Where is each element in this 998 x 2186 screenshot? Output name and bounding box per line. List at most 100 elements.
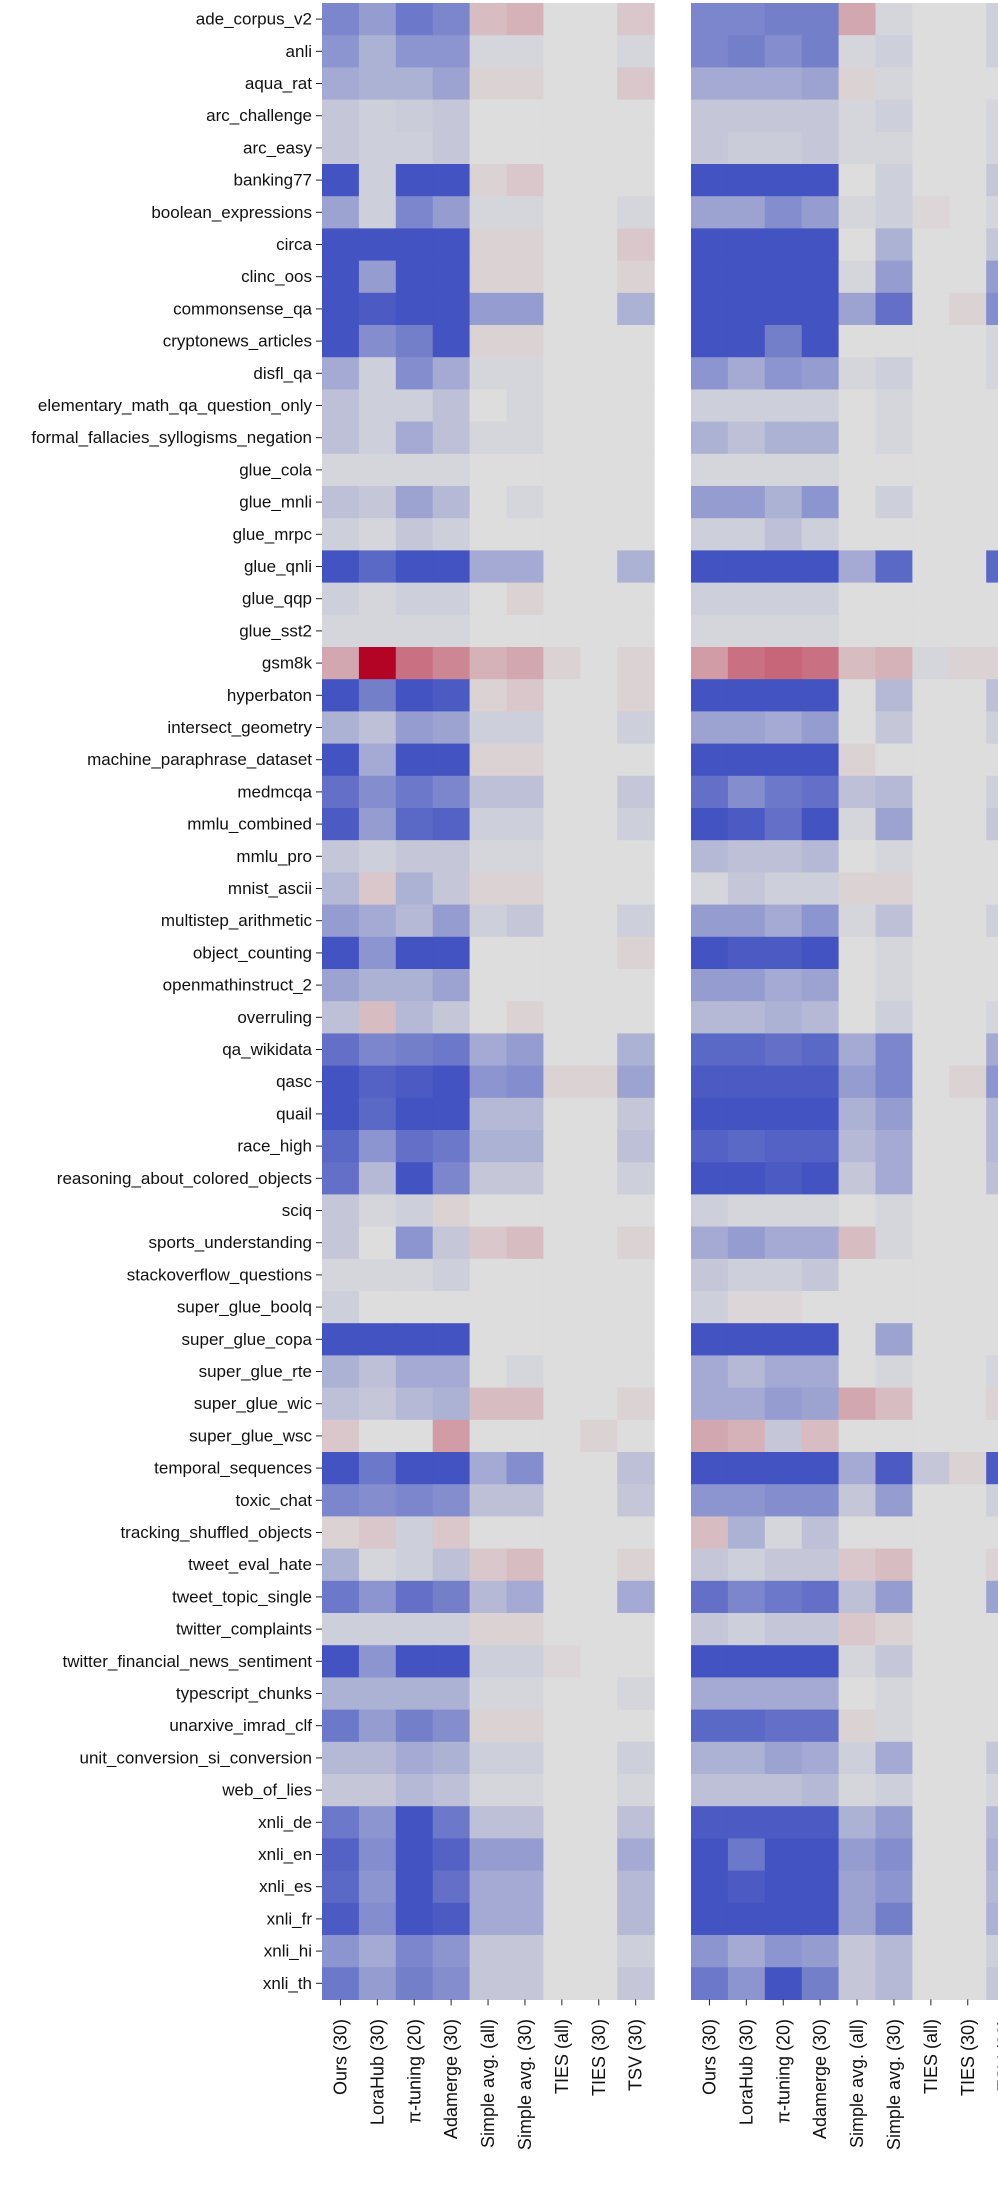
heatmap-cell bbox=[727, 357, 766, 390]
heatmap-cell bbox=[764, 228, 803, 262]
heatmap-cell bbox=[949, 1452, 987, 1485]
row-label: arc_challenge bbox=[206, 106, 312, 125]
heatmap-cell bbox=[432, 1323, 471, 1356]
heatmap-cell bbox=[875, 518, 913, 551]
heatmap-cell bbox=[506, 486, 544, 519]
heatmap-cell bbox=[543, 1935, 581, 1968]
heatmap-cell bbox=[949, 421, 987, 455]
heatmap-cell bbox=[322, 647, 360, 680]
heatmap-cell bbox=[875, 1774, 913, 1807]
heatmap-cell bbox=[764, 1484, 803, 1517]
row-label: xnli_es bbox=[259, 1877, 312, 1896]
heatmap-cell bbox=[986, 486, 998, 519]
heatmap-cell bbox=[691, 453, 729, 487]
heatmap-cell bbox=[395, 808, 434, 841]
heatmap-cell bbox=[801, 1967, 840, 2000]
heatmap-cell bbox=[949, 1677, 987, 1711]
heatmap-cell bbox=[691, 357, 729, 390]
heatmap-cell bbox=[875, 775, 913, 809]
heatmap-cell bbox=[506, 260, 544, 294]
heatmap-cell bbox=[727, 99, 766, 133]
heatmap-cell bbox=[764, 775, 803, 809]
heatmap-cell bbox=[691, 582, 729, 616]
heatmap-cell bbox=[875, 357, 913, 390]
heatmap-cell bbox=[617, 1677, 655, 1711]
heatmap-cell bbox=[506, 1291, 544, 1324]
heatmap-cell bbox=[506, 1226, 544, 1260]
row-label: machine_paraphrase_dataset bbox=[87, 750, 312, 769]
heatmap-cell bbox=[469, 1033, 508, 1067]
heatmap-cell bbox=[764, 260, 803, 294]
row-label: race_high bbox=[237, 1137, 312, 1156]
heatmap-cell bbox=[395, 647, 434, 680]
heatmap-cell bbox=[764, 1001, 803, 1034]
heatmap-cell bbox=[580, 99, 618, 133]
heatmap-cell bbox=[986, 325, 998, 358]
heatmap-cell bbox=[764, 1194, 803, 1228]
heatmap-cell bbox=[543, 1548, 581, 1582]
heatmap-cell bbox=[838, 164, 877, 197]
heatmap-cell bbox=[949, 1033, 987, 1067]
heatmap-cell bbox=[358, 711, 397, 745]
heatmap-cell bbox=[506, 1097, 544, 1131]
row-label: medmcqa bbox=[237, 782, 312, 801]
heatmap-cell bbox=[432, 1065, 471, 1099]
heatmap-cell bbox=[764, 1033, 803, 1067]
heatmap-cell bbox=[543, 1387, 581, 1421]
heatmap-cell bbox=[432, 1162, 471, 1195]
heatmap-cell bbox=[691, 292, 729, 326]
heatmap-cell bbox=[506, 679, 544, 712]
heatmap-cell bbox=[469, 453, 508, 487]
heatmap-cell bbox=[912, 1001, 950, 1034]
heatmap-cell bbox=[875, 1580, 913, 1614]
heatmap-cell bbox=[580, 1387, 618, 1421]
heatmap-cell bbox=[358, 1258, 397, 1292]
heatmap-cell bbox=[358, 808, 397, 841]
heatmap-cell bbox=[506, 292, 544, 326]
row-label: overruling bbox=[237, 1008, 312, 1027]
heatmap-cell bbox=[580, 1677, 618, 1711]
row-label: twitter_financial_news_sentiment bbox=[63, 1652, 313, 1671]
heatmap-cell bbox=[322, 1902, 360, 1936]
heatmap-cell bbox=[432, 1806, 471, 1839]
heatmap-cell bbox=[838, 35, 877, 68]
heatmap-cell bbox=[838, 131, 877, 165]
heatmap-cell bbox=[322, 1387, 360, 1421]
heatmap-cell bbox=[875, 1838, 913, 1872]
heatmap-cell bbox=[727, 1870, 766, 1904]
heatmap-cell bbox=[617, 131, 655, 165]
heatmap-cell bbox=[801, 1097, 840, 1131]
column-label: Ours (30) bbox=[699, 2019, 719, 2095]
heatmap-cell bbox=[875, 647, 913, 680]
heatmap-cell bbox=[875, 711, 913, 745]
heatmap-cell bbox=[469, 969, 508, 1002]
heatmap-cell bbox=[395, 1709, 434, 1743]
heatmap-cell bbox=[801, 1291, 840, 1324]
heatmap-cell bbox=[395, 486, 434, 519]
heatmap-cell bbox=[838, 3, 877, 36]
heatmap-cell bbox=[912, 550, 950, 584]
heatmap-cell bbox=[691, 421, 729, 455]
heatmap-cell bbox=[691, 1097, 729, 1131]
heatmap-cell bbox=[986, 260, 998, 294]
heatmap-cell bbox=[691, 1870, 729, 1904]
heatmap-cell bbox=[727, 67, 766, 101]
heatmap-cell bbox=[764, 99, 803, 133]
heatmap-cell bbox=[912, 969, 950, 1002]
heatmap-cell bbox=[432, 518, 471, 551]
heatmap-cell bbox=[469, 196, 508, 229]
heatmap-cell bbox=[875, 35, 913, 68]
heatmap-cell bbox=[949, 1967, 987, 2000]
heatmap-cell bbox=[691, 35, 729, 68]
heatmap-cell bbox=[617, 1580, 655, 1614]
heatmap-cell bbox=[432, 67, 471, 101]
heatmap-cell bbox=[691, 3, 729, 36]
heatmap-cell bbox=[358, 421, 397, 455]
heatmap-cell bbox=[322, 1677, 360, 1711]
heatmap-cell bbox=[727, 1902, 766, 1936]
heatmap-cell bbox=[691, 1162, 729, 1195]
heatmap-cell bbox=[506, 872, 544, 906]
heatmap-cell bbox=[543, 1419, 581, 1453]
heatmap-cell bbox=[322, 679, 360, 712]
